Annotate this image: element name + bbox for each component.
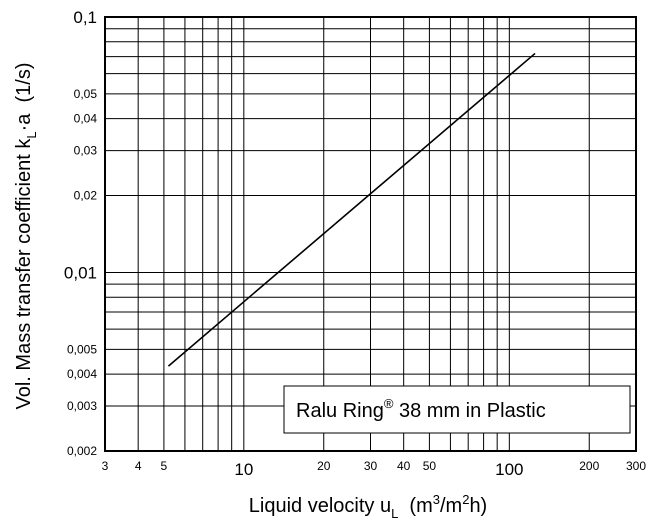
legend-name: Ralu Ring: [296, 400, 384, 422]
x-tick-label: 300: [626, 459, 646, 473]
x-tick-label: 10: [234, 460, 253, 479]
x-axis-title-text: Liquid velocity u: [249, 495, 391, 517]
x-tick-label: 20: [317, 459, 331, 473]
y-tick-labels: 0,002 0,003 0,004 0,005 0,01 0,02 0,03 0,04 0,05…: [64, 8, 97, 458]
x-tick-label: 40: [397, 459, 411, 473]
y-tick-label: 0,03: [74, 144, 98, 158]
x-tick-label: 4: [135, 459, 142, 473]
x-axis-title-sub: L: [391, 506, 398, 521]
x-tick-label: 200: [579, 459, 599, 473]
x-axis-title-unit-suffix: h): [469, 495, 487, 517]
x-axis-title-unit-mid: /m: [440, 495, 462, 517]
y-axis-title: Vol. Mass transfer coefficient kL·a (1/s…: [13, 63, 39, 410]
series-layer: [167, 52, 536, 367]
x-tick-label: 30: [364, 459, 378, 473]
y-tick-label: 0,003: [67, 399, 97, 413]
y-tick-label: 0,04: [74, 112, 98, 126]
legend-label: Ralu Ring® 38 mm in Plastic: [296, 396, 546, 422]
series-line: [167, 52, 536, 367]
legend-registered-mark: ®: [384, 396, 394, 411]
y-tick-label: 0,1: [73, 8, 97, 27]
x-tick-label: 5: [161, 459, 168, 473]
x-axis-title-sup1: 3: [433, 492, 440, 507]
x-axis-title-unit-prefix: (m: [398, 495, 432, 517]
x-tick-label: 100: [495, 460, 523, 479]
x-axis-title-sup2: 2: [462, 492, 469, 507]
y-tick-label: 0,004: [67, 367, 97, 381]
legend-suffix: 38 mm in Plastic: [393, 400, 545, 422]
legend: Ralu Ring® 38 mm in Plastic: [283, 385, 631, 434]
y-axis-title-sub: L: [24, 131, 39, 138]
plot-frame: [104, 16, 637, 452]
x-axis-title: Liquid velocity uL (m3/m2h): [249, 492, 487, 521]
y-tick-label: 0,05: [74, 87, 98, 101]
x-tick-label: 3: [102, 459, 109, 473]
legend-box: [283, 385, 631, 434]
x-tick-label: 50: [423, 459, 437, 473]
y-tick-label: 0,02: [74, 189, 98, 203]
y-axis-title-unit: ·a (1/s): [13, 63, 35, 132]
x-tick-labels: 3 4 5 10 20 30 40 50 100 200 300: [102, 459, 647, 479]
y-tick-label: 0,005: [67, 342, 97, 356]
y-tick-label: 0,01: [64, 263, 97, 282]
y-axis-title-text: Vol. Mass transfer coefficient k: [13, 138, 35, 410]
y-tick-label: 0,002: [67, 444, 97, 458]
